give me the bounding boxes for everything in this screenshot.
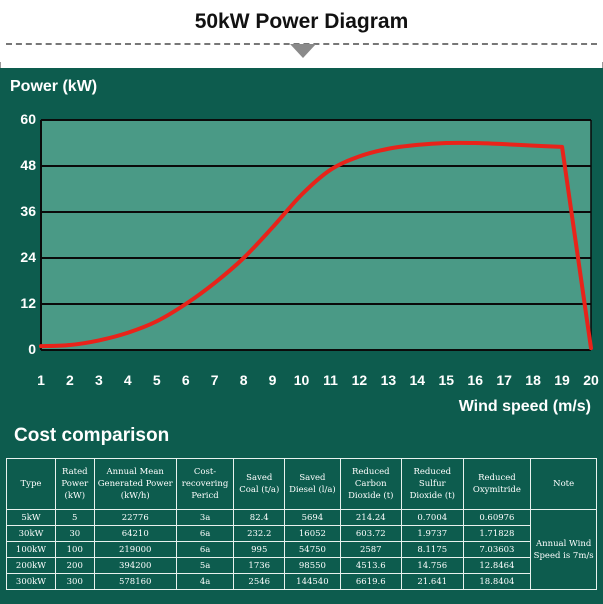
table-row: 300kW 300 578160 4a 2546 144540 6619.6 21.641 18… — [6, 573, 597, 590]
table-cell: 1736 — [233, 557, 286, 574]
table-header-cell: Saved Diesel (l/a) — [284, 458, 341, 510]
cost-table: Type Rated Power (kW) Annual Mean Generate… — [6, 458, 597, 590]
y-tick-label: 12 — [20, 295, 36, 311]
x-tick-label: 7 — [210, 372, 219, 388]
x-tick-label: 13 — [380, 372, 397, 388]
x-tick-label: 18 — [525, 372, 541, 388]
table-header-cell: Saved Coal (t/a) — [233, 458, 286, 510]
table-cell: 578160 — [93, 573, 177, 590]
table-header-cell: Reduced Sulfur Dioxide (t) — [401, 458, 464, 510]
table-cell: 2546 — [233, 573, 286, 590]
table-cell: 200kW — [6, 557, 56, 574]
table-row: 200kW 200 394200 5a 1736 98550 4513.6 14.756 12.… — [6, 557, 597, 574]
table-cell: 219000 — [93, 541, 177, 558]
table-cell: 30 — [54, 525, 95, 542]
table-cell: 144540 — [284, 573, 341, 590]
table-cell: 995 — [233, 541, 286, 558]
table-cell: 6619.6 — [339, 573, 403, 590]
header: 50kW Power Diagram — [0, 0, 603, 62]
table-cell: 5694 — [284, 509, 341, 526]
x-tick-label: 2 — [66, 372, 74, 388]
table-cell: 300 — [54, 573, 95, 590]
table-cell: 200 — [54, 557, 95, 574]
table-cell: 214.24 — [339, 509, 403, 526]
x-tick-label: 12 — [351, 372, 368, 388]
table-cell: 8.1175 — [401, 541, 464, 558]
y-axis-title: Power (kW) — [10, 78, 98, 95]
table-cell: 1.71828 — [462, 525, 532, 542]
cost-comparison-title: Cost comparison — [14, 425, 170, 446]
table-cell: 0.7004 — [401, 509, 464, 526]
table-cell: 1.9737 — [401, 525, 464, 542]
x-tick-label: 5 — [152, 372, 161, 388]
table-header-cell: Reduced Oxymitride — [462, 458, 532, 510]
table-header-cell: Reduced Carbon Dioxide (t) — [339, 458, 403, 510]
table-cell: 300kW — [6, 573, 56, 590]
table-header-cell: Cost-recovering Pericd — [175, 458, 235, 510]
table-cell: 82.4 — [233, 509, 286, 526]
y-tick-label: 0 — [28, 341, 36, 357]
y-tick-label: 24 — [20, 249, 36, 265]
y-tick-label: 48 — [20, 157, 36, 173]
table-cell: 12.8464 — [462, 557, 532, 574]
table-cell: 603.72 — [339, 525, 403, 542]
table-cell: 6a — [175, 541, 235, 558]
x-tick-label: 3 — [94, 372, 103, 388]
table-header-cell: Note — [530, 458, 597, 510]
x-tick-label: 19 — [554, 372, 570, 388]
table-row: 100kW 100 219000 6a 995 54750 2587 8.1175 7.0360… — [6, 541, 597, 558]
table-cell: 30kW — [6, 525, 56, 542]
table-cell: 54750 — [284, 541, 341, 558]
cost-table-wrap: Type Rated Power (kW) Annual Mean Generate… — [6, 458, 597, 590]
table-cell: 21.641 — [401, 573, 464, 590]
table-header-cell: Rated Power (kW) — [54, 458, 95, 510]
x-tick-label: 6 — [181, 372, 190, 388]
table-cell: 100 — [54, 541, 95, 558]
x-tick-label: 20 — [583, 372, 599, 388]
table-body: 5kW 5 22776 3a 82.4 5694 214.24 0.7004 0.60976 An… — [6, 509, 597, 590]
table-header-cell: Type — [6, 458, 56, 510]
table-cell: 100kW — [6, 541, 56, 558]
x-tick-label: 11 — [323, 372, 338, 388]
x-tick-label: 4 — [123, 372, 132, 388]
x-tick-label: 16 — [467, 372, 483, 388]
x-tick-label: 14 — [409, 372, 426, 388]
x-tick-label: 10 — [293, 372, 310, 388]
arrow-down-icon — [290, 44, 316, 58]
x-tick-label: 1 — [37, 372, 45, 388]
table-header-cell: Annual Mean Generated Power (kW/h) — [93, 458, 177, 510]
y-tick-label: 36 — [20, 203, 36, 219]
x-tick-label: 9 — [268, 372, 277, 388]
table-cell: 18.8404 — [462, 573, 532, 590]
note-cell: Annual Wind Speed is 7m/s — [530, 509, 597, 590]
table-cell: 7.03603 — [462, 541, 532, 558]
table-cell: 4a — [175, 573, 235, 590]
table-header-row: Type Rated Power (kW) Annual Mean Generate… — [6, 458, 597, 510]
table-cell: 14.756 — [401, 557, 464, 574]
table-cell: 5a — [175, 557, 235, 574]
y-tick-label: 60 — [20, 111, 36, 127]
table-row: 5kW 5 22776 3a 82.4 5694 214.24 0.7004 0.60976 An… — [6, 509, 597, 590]
table-cell: 2587 — [339, 541, 403, 558]
table-cell: 98550 — [284, 557, 341, 574]
table-cell: 16052 — [284, 525, 341, 542]
table-cell: 22776 — [93, 509, 177, 526]
table-cell: 6a — [175, 525, 235, 542]
table-cell: 3a — [175, 509, 235, 526]
table-cell: 5kW — [6, 509, 56, 526]
table-cell: 4513.6 — [339, 557, 403, 574]
table-cell: 232.2 — [233, 525, 286, 542]
x-axis-title: Wind speed (m/s) — [458, 398, 591, 415]
x-tick-label: 15 — [438, 372, 455, 388]
x-tick-label: 8 — [239, 372, 248, 388]
table-cell: 0.60976 — [462, 509, 532, 526]
page-title: 50kW Power Diagram — [194, 10, 409, 33]
table-cell: 5 — [54, 509, 95, 526]
x-tick-label: 17 — [496, 372, 512, 388]
table-cell: 64210 — [93, 525, 177, 542]
table-row: 30kW 30 64210 6a 232.2 16052 603.72 1.9737 1.718… — [6, 525, 597, 542]
table-cell: 394200 — [93, 557, 177, 574]
